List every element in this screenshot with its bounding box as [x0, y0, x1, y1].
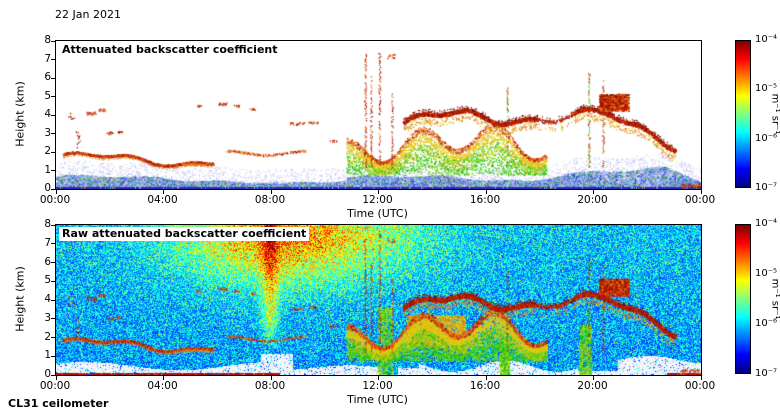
y-tick-label: 7 — [44, 52, 51, 65]
y-tick-label: 6 — [44, 71, 51, 83]
y-tick-mark — [51, 188, 55, 190]
x-axis-label: Time (UTC) — [347, 393, 408, 406]
colorbar-unit-label: m⁻¹ sr⁻¹ — [769, 93, 780, 135]
y-axis-label: Height (km) — [13, 266, 27, 332]
x-tick-label: 04:00 — [147, 194, 178, 206]
y-tick-label: 6 — [44, 255, 51, 268]
x-tick-mark — [378, 376, 379, 380]
x-tick-label: 00:00 — [39, 194, 71, 206]
y-tick-mark — [51, 318, 55, 320]
colorbar-gradient — [735, 224, 751, 374]
plot-area-attenuated: Attenuated backscatter coefficient — [51, 40, 702, 194]
x-tick-label: 08:00 — [254, 194, 286, 206]
y-tick-label: 3 — [44, 126, 51, 139]
colorbar-gradient — [735, 40, 751, 188]
y-tick-mark — [51, 355, 55, 357]
panel-attenuated-backscatter: Height (km) Attenuated backscatter coeff… — [0, 34, 780, 230]
x-tick-mark — [485, 376, 487, 380]
x-tick-mark — [593, 376, 594, 380]
y-tick-label: 8 — [44, 218, 51, 230]
x-axis-label: Time (UTC) — [347, 207, 408, 220]
y-tick-mark — [51, 224, 55, 226]
colorbar-tick-label: 10⁻⁵ — [755, 83, 778, 95]
x-tick-mark — [700, 190, 702, 194]
y-tick-label: 0 — [44, 368, 51, 380]
y-tick-mark — [51, 151, 55, 153]
colorbar-tick-label: 10⁻⁶ — [755, 318, 778, 329]
x-tick-label: 16:00 — [469, 380, 501, 392]
x-tick-label: 04:00 — [147, 380, 178, 392]
y-tick-mark — [51, 114, 55, 116]
plot-area-raw: Raw attenuated backscatter coefficient — [51, 224, 702, 380]
x-tick-label: 20:00 — [577, 380, 608, 392]
raw-backscatter-heatmap — [56, 225, 701, 375]
colorbar-tick-label: 10⁻⁴ — [755, 218, 778, 229]
x-tick-mark — [700, 376, 702, 380]
x-tick-mark — [270, 190, 272, 194]
y-tick-label: 4 — [44, 108, 51, 120]
y-tick-mark — [51, 243, 55, 245]
y-tick-mark — [51, 170, 55, 171]
x-tick-mark — [163, 376, 164, 380]
y-tick-mark — [51, 77, 55, 79]
y-tick-label: 2 — [44, 330, 51, 343]
x-tick-label: 00:00 — [684, 380, 716, 392]
y-tick-mark — [51, 299, 55, 301]
y-tick-label: 1 — [44, 349, 51, 362]
x-tick-mark — [270, 376, 272, 380]
y-tick-label: 5 — [44, 274, 51, 287]
y-tick-label: 8 — [44, 34, 51, 46]
colorbar: m⁻¹ sr⁻¹ 10⁻⁴ 10⁻⁵ 10⁻⁶ 10⁻⁷ — [735, 218, 780, 379]
y-tick-mark — [51, 96, 55, 97]
y-tick-label: 7 — [44, 236, 51, 249]
colorbar-unit-label: m⁻¹ sr⁻¹ — [769, 278, 780, 320]
colorbar: m⁻¹ sr⁻¹ 10⁻⁴ 10⁻⁵ 10⁻⁶ 10⁻⁷ — [735, 34, 780, 193]
x-tick-mark — [485, 190, 487, 194]
y-tick-mark — [51, 40, 55, 42]
y-axis-label: Height (km) — [13, 81, 27, 147]
date-label: 22 Jan 2021 — [55, 8, 121, 21]
y-tick-label: 0 — [44, 182, 51, 194]
y-tick-label: 5 — [44, 89, 51, 102]
attenuated-backscatter-heatmap — [56, 41, 701, 189]
y-tick-mark — [51, 280, 55, 282]
y-tick-mark — [51, 133, 55, 134]
y-tick-label: 1 — [44, 163, 51, 176]
colorbar-tick-label: 10⁻⁷ — [755, 368, 778, 379]
x-tick-label: 00:00 — [39, 380, 71, 392]
x-tick-label: 16:00 — [469, 194, 501, 206]
colorbar-tick-label: 10⁻⁴ — [755, 34, 778, 45]
x-tick-mark — [55, 190, 57, 194]
y-tick-mark — [51, 59, 55, 60]
y-tick-label: 2 — [44, 145, 51, 157]
colorbar-tick-label: 10⁻⁵ — [755, 268, 778, 279]
plot-title-attenuated: Attenuated backscatter coefficient — [59, 43, 281, 57]
x-tick-mark — [55, 376, 57, 380]
x-tick-label: 12:00 — [362, 380, 393, 392]
x-tick-label: 00:00 — [684, 194, 716, 206]
instrument-label: CL31 ceilometer — [8, 397, 109, 410]
x-tick-mark — [593, 190, 594, 194]
y-tick-mark — [51, 337, 55, 338]
y-tick-mark — [51, 374, 55, 376]
plot-title-raw: Raw attenuated backscatter coefficient — [59, 227, 310, 241]
y-tick-label: 3 — [44, 311, 51, 324]
x-tick-label: 08:00 — [254, 380, 286, 392]
colorbar-tick-label: 10⁻⁶ — [755, 132, 778, 144]
x-tick-mark — [163, 190, 164, 194]
y-tick-label: 4 — [44, 293, 51, 305]
x-tick-mark — [378, 190, 379, 194]
panel-raw-backscatter: Height (km) Raw attenuated backscatter c… — [0, 218, 780, 414]
colorbar-tick-label: 10⁻⁷ — [755, 182, 778, 193]
x-tick-label: 12:00 — [362, 194, 393, 206]
y-tick-mark — [51, 262, 55, 263]
x-tick-label: 20:00 — [577, 194, 608, 206]
